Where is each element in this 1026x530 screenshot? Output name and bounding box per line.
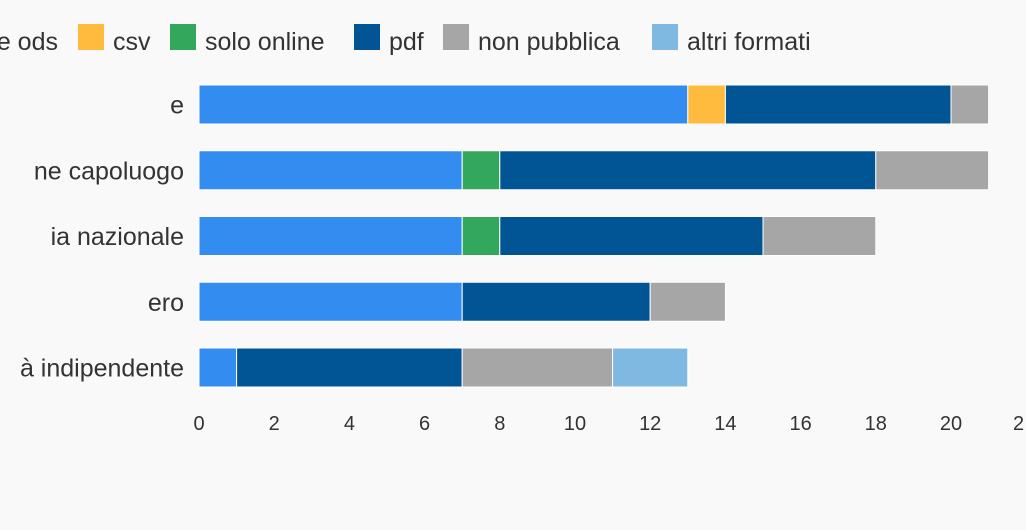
legend-label-1: csv (113, 28, 151, 56)
bar-segment-0-0 (198, 84, 689, 125)
legend-label-3: pdf (389, 28, 424, 56)
legend-swatch-4 (443, 24, 469, 50)
category-label-4: à indipendente (20, 355, 184, 383)
bar-segment-4-3 (236, 347, 463, 388)
bar-segment-4-4 (461, 347, 614, 388)
x-tick-label-6: 12 (639, 413, 661, 435)
legend-swatch-1 (78, 24, 104, 50)
legend-label-2: solo online (205, 28, 325, 56)
bar-segment-2-2 (461, 216, 501, 256)
x-tick-label-9: 18 (865, 413, 887, 435)
x-tick-label-2: 4 (344, 413, 355, 435)
x-tick-label-10: 20 (940, 413, 962, 435)
x-tick-label-3: 6 (419, 413, 430, 435)
legend-label-5: altri formati (687, 28, 811, 56)
x-tick-label-11: 2 (1013, 413, 1024, 435)
bar-segment-1-2 (461, 150, 501, 191)
legend-swatch-3 (354, 24, 380, 50)
category-label-0: e (170, 92, 184, 120)
category-labels: e ne capoluogo ia nazionale ero à indipenden… (20, 92, 184, 383)
bar-segment-3-3 (461, 281, 651, 322)
legend-label-0: e ods (0, 28, 58, 56)
bar-segment-1-0 (198, 150, 463, 191)
bar-segment-0-4 (950, 84, 990, 125)
bar-segment-3-0 (198, 281, 463, 322)
bar-segment-3-4 (649, 281, 726, 322)
bar-segment-1-4 (875, 150, 990, 191)
bar-segment-0-1 (687, 84, 726, 125)
x-tick-label-5: 10 (564, 413, 586, 435)
category-label-3: ero (148, 289, 184, 317)
bar-segment-4-0 (198, 347, 238, 388)
legend-label-4: non pubblica (478, 28, 620, 56)
x-tick-label-0: 0 (193, 413, 204, 435)
x-tick-label-4: 8 (494, 413, 505, 435)
legend-swatch-2 (170, 24, 196, 50)
x-tick-label-1: 2 (269, 413, 280, 435)
legend: e ods csv solo online pdf non pubblica altri … (0, 24, 811, 56)
bar-segment-2-4 (762, 216, 877, 256)
legend-swatch-5 (652, 24, 678, 50)
x-tick-label-7: 14 (714, 413, 736, 435)
category-label-2: ia nazionale (51, 223, 184, 251)
bar-segment-1-3 (499, 150, 877, 191)
category-label-1: ne capoluogo (34, 157, 184, 185)
bar-segment-4-5 (612, 347, 689, 388)
bar-segment-2-3 (499, 216, 764, 256)
bar-segment-0-3 (724, 84, 952, 125)
x-axis-ticks: 0 2 4 6 8 10 12 14 16 18 20 2 (193, 413, 1024, 435)
bars (198, 84, 990, 388)
x-tick-label-8: 16 (789, 413, 811, 435)
bar-segment-2-0 (198, 216, 463, 256)
